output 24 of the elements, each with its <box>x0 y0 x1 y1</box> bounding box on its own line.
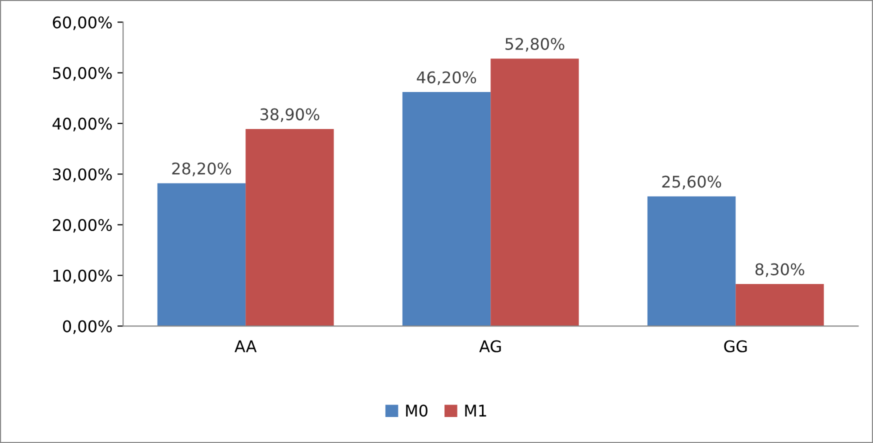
x-tick-label: AA <box>234 340 257 352</box>
data-label: 52,80% <box>506 38 564 52</box>
legend-label: M0 <box>406 404 428 417</box>
x-tick-label: AG <box>479 340 501 352</box>
y-tick-label: 40,00% <box>52 118 112 132</box>
data-label: 28,20% <box>172 162 232 176</box>
bar <box>490 58 579 326</box>
data-label: 38,90% <box>260 108 320 122</box>
y-tick-label: 0,00% <box>62 320 112 334</box>
bar <box>157 183 246 326</box>
bar <box>246 129 334 326</box>
x-tick-label: GG <box>724 340 747 352</box>
y-tick-label: 20,00% <box>52 218 112 233</box>
legend-label: M1 <box>465 404 486 416</box>
y-tick-label: 30,00% <box>52 168 112 182</box>
y-tick-label: 60,00% <box>52 16 112 30</box>
data-label: 8,30% <box>755 263 804 277</box>
data-label: 25,60% <box>662 176 722 190</box>
y-tick-label: 50,00% <box>53 67 112 81</box>
bar <box>402 92 491 326</box>
data-label: 46,20% <box>416 71 476 86</box>
bar <box>647 196 736 326</box>
bar <box>736 284 824 326</box>
y-tick-label: 10,00% <box>54 270 112 284</box>
